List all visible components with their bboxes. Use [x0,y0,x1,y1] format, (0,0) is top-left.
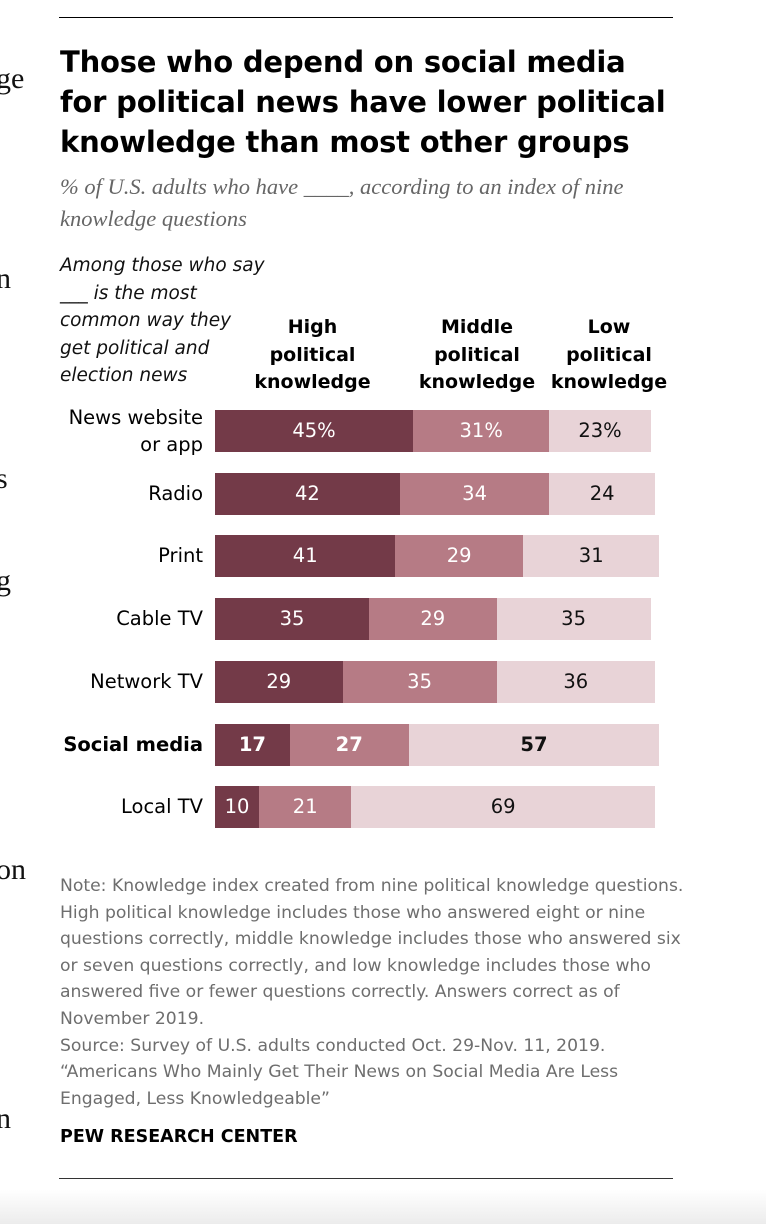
middle-knowledge-segment: 21 [259,786,352,829]
page-edge-fragment: ge [0,62,25,95]
source-text: Source: Survey of U.S. adults conducted … [60,1035,606,1056]
column-header-middle: Middle political knowledge [418,316,536,393]
middle-knowledge-segment: 29 [395,535,523,578]
chart-notes: Note: Knowledge index created from nine … [60,873,690,1112]
page-edge-fragment: g [0,564,11,597]
low-knowledge-segment: 36 [496,660,655,703]
middle-knowledge-segment: 31% [413,410,550,452]
category-label: Radio [148,481,203,505]
chart-title: Those who depend on social media for pol… [60,45,666,159]
report-title: “Americans Who Mainly Get Their News on … [60,1062,619,1109]
middle-knowledge-segment: 34 [399,472,550,515]
middle-knowledge-segment: 29 [369,598,497,641]
high-knowledge-segment: 35 [215,598,369,641]
category-label: Cable TV [116,607,203,631]
pew-logo-text: PEW RESEARCH CENTER [60,1127,298,1147]
page-edge-fragment: n [0,262,11,295]
high-knowledge-segment: 10 [215,786,259,829]
high-knowledge-segment: 29 [215,660,343,703]
bottom-divider [59,1178,673,1179]
chart-subtitle: % of U.S. adults who have ____, accordin… [60,174,624,231]
low-knowledge-segment: 24 [549,472,655,515]
page-edge-fragment: on [0,853,26,886]
high-knowledge-segment: 42 [215,472,400,515]
category-label: Local TV [121,795,203,819]
high-knowledge-segment: 45% [215,410,413,452]
category-label: News website or app [68,406,203,456]
page-bottom-shade [0,1190,766,1224]
column-header-high: High political knowledge [254,316,371,393]
low-knowledge-segment: 35 [496,598,651,641]
note-text: Note: Knowledge index created from nine … [60,876,684,1029]
category-label: Network TV [90,669,203,693]
low-knowledge-segment: 57 [408,723,660,766]
low-knowledge-segment: 69 [351,786,655,829]
high-knowledge-segment: 17 [215,723,290,766]
middle-knowledge-segment: 27 [289,723,409,766]
low-knowledge-segment: 23% [549,410,651,452]
low-knowledge-segment: 31 [523,535,660,578]
page-edge-fragment: n [0,1102,11,1135]
high-knowledge-segment: 41 [215,535,396,578]
category-label: Print [158,544,203,568]
column-header-low: Low political knowledge [550,316,668,393]
top-divider [59,17,673,18]
category-label: Social media [63,732,203,756]
middle-knowledge-segment: 35 [342,660,497,703]
row-header: Among those who say ___ is the most comm… [60,255,265,386]
page-edge-fragment: s [0,462,8,495]
